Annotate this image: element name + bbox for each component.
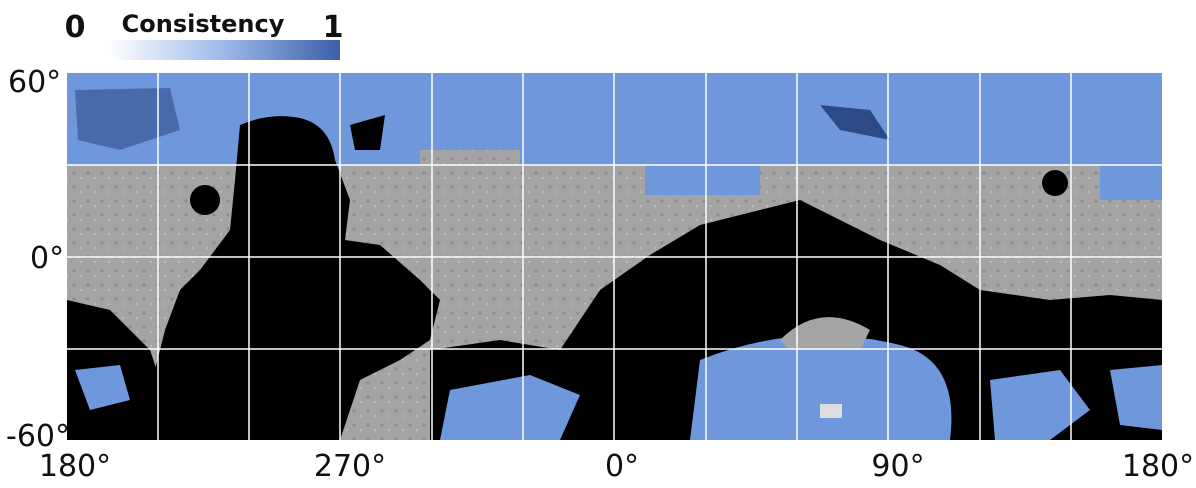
legend-title: Consistency [122, 10, 285, 38]
map-figure: 0 Consistency 1 60° [0, 0, 1196, 484]
lon-label: 0° [605, 449, 639, 484]
lat-label: 0° [30, 241, 64, 276]
map [67, 73, 1162, 440]
lon-label: 180° [1122, 449, 1194, 484]
colorbar [108, 40, 340, 60]
lat-label: 60° [8, 65, 61, 100]
lon-label: 270° [314, 449, 386, 484]
lon-label: 180° [39, 449, 111, 484]
legend-min: 0 [65, 10, 86, 45]
legend-max: 1 [323, 10, 344, 45]
lon-label: 90° [871, 449, 924, 484]
